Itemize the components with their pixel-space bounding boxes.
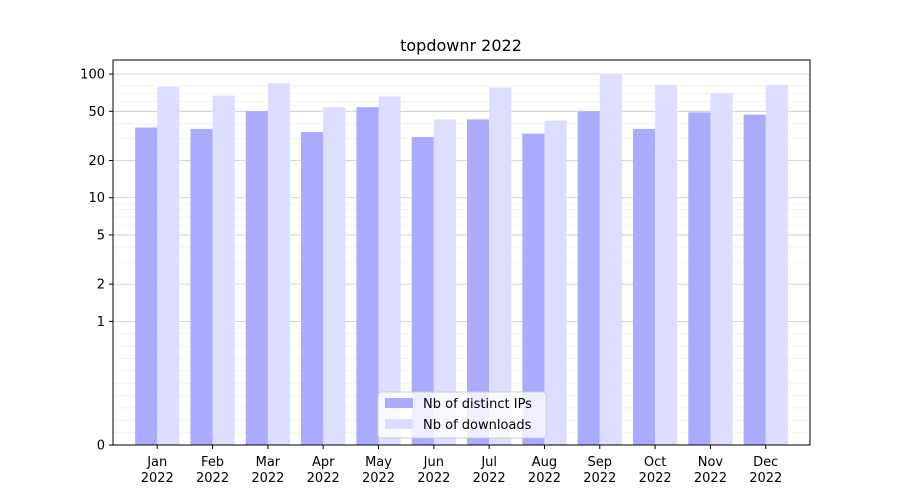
bar-distinct-ips xyxy=(522,133,545,445)
plot-area-frame xyxy=(112,59,811,446)
bar-distinct-ips xyxy=(135,127,158,446)
bar-distinct-ips xyxy=(467,119,490,445)
legend-label-ips: Nb of distinct IPs xyxy=(423,397,532,412)
x-tick-label-month: Jun xyxy=(423,455,444,470)
bar-distinct-ips xyxy=(356,107,379,445)
bar-downloads xyxy=(267,83,291,445)
x-tick-label-year: 2022 xyxy=(473,471,506,486)
bars xyxy=(135,75,788,446)
x-tick-label-month: Sep xyxy=(588,455,613,470)
legend-box xyxy=(377,391,547,439)
bar-downloads xyxy=(212,95,235,445)
bar-downloads xyxy=(433,119,456,445)
y-tick-label: 20 xyxy=(88,154,105,169)
y-tick-label: 100 xyxy=(80,68,105,83)
y-tick-label: 50 xyxy=(88,105,105,120)
x-tick-label-year: 2022 xyxy=(749,471,782,486)
x-tick-label-month: May xyxy=(365,455,392,470)
x-tick-label-month: Apr xyxy=(312,455,335,470)
bar-distinct-ips xyxy=(632,128,656,445)
y-axis: 0 1 2 5 10 20 50 100 xyxy=(80,68,113,454)
bar-downloads xyxy=(710,93,733,445)
legend-label-downloads: Nb of downloads xyxy=(423,418,532,433)
y-tick-label: 1 xyxy=(97,315,105,330)
x-tick-label-year: 2022 xyxy=(362,471,395,486)
y-tick-label: 5 xyxy=(97,228,105,243)
x-tick-label-month: Oct xyxy=(644,455,666,470)
bar-downloads xyxy=(157,86,180,446)
bar-distinct-ips xyxy=(743,114,766,445)
bar-distinct-ips xyxy=(301,132,324,446)
x-tick-label-year: 2022 xyxy=(417,471,450,486)
x-tick-label-month: Jul xyxy=(480,455,497,470)
bar-distinct-ips xyxy=(577,111,600,445)
x-tick-label-year: 2022 xyxy=(528,471,561,486)
x-tick-label-year: 2022 xyxy=(639,471,672,486)
y-tick-label: 2 xyxy=(97,278,105,293)
bar-downloads xyxy=(323,107,346,445)
x-tick-label-month: Mar xyxy=(256,455,281,470)
legend-swatch-downloads xyxy=(385,419,413,429)
chart-title: topdownr 2022 xyxy=(400,36,522,55)
x-tick-label-year: 2022 xyxy=(694,471,727,486)
x-tick-label-month: Jan xyxy=(146,455,167,470)
bar-distinct-ips xyxy=(411,136,434,445)
bar-downloads xyxy=(655,84,678,445)
y-tick-label: 10 xyxy=(88,191,105,206)
x-tick-label-year: 2022 xyxy=(307,471,340,486)
x-axis: Jan2022Feb2022Mar2022Apr2022May2022Jun20… xyxy=(141,445,782,486)
bar-downloads xyxy=(489,87,512,446)
x-tick-label-month: Feb xyxy=(201,455,224,470)
x-tick-label-month: Dec xyxy=(753,455,778,470)
bar-distinct-ips xyxy=(190,128,213,445)
legend-swatch-ips xyxy=(385,398,413,408)
bar-distinct-ips xyxy=(245,111,268,445)
x-tick-label-year: 2022 xyxy=(251,471,284,486)
x-tick-label-month: Nov xyxy=(698,455,724,470)
x-tick-label-year: 2022 xyxy=(196,471,229,486)
bar-downloads xyxy=(544,120,567,446)
y-tick-label: 0 xyxy=(97,439,105,454)
x-tick-label-year: 2022 xyxy=(583,471,616,486)
x-tick-label-year: 2022 xyxy=(141,471,174,486)
bar-distinct-ips xyxy=(688,112,711,446)
bar-downloads xyxy=(378,96,401,445)
legend: Nb of distinct IPs Nb of downloads xyxy=(377,391,547,439)
x-tick-label-month: Aug xyxy=(532,455,557,470)
bar-downloads xyxy=(599,75,622,445)
bar-downloads xyxy=(765,84,788,445)
